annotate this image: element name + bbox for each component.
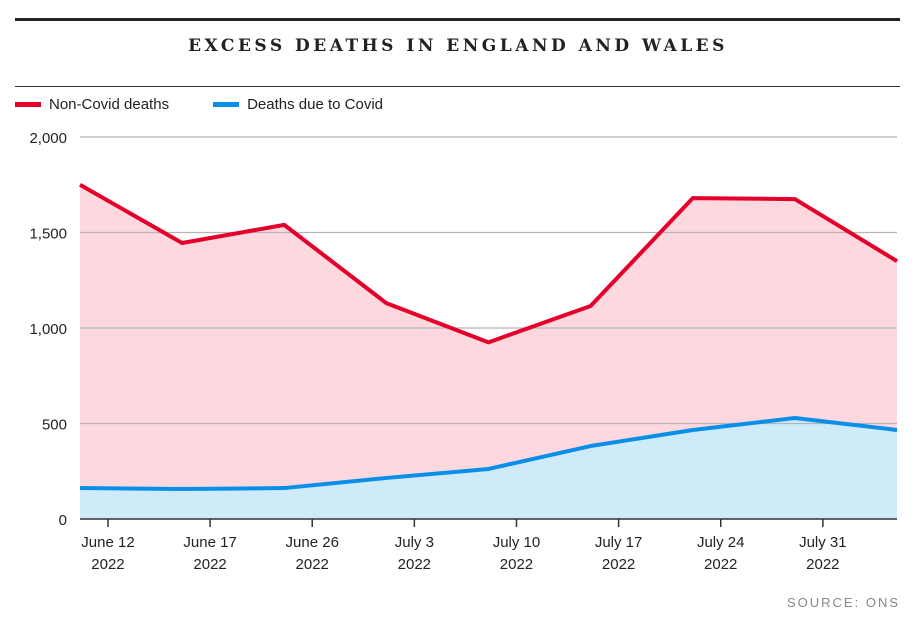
legend-label: Non-Covid deaths xyxy=(49,96,170,113)
legend: Non-Covid deaths Deaths due to Covid xyxy=(15,96,383,113)
covid-area xyxy=(80,417,897,519)
x-tick-label: July 17 xyxy=(595,534,643,551)
x-tick-label: July 3 xyxy=(395,534,434,551)
legend-label: Deaths due to Covid xyxy=(247,96,383,113)
legend-item-non-covid: Non-Covid deaths xyxy=(15,96,169,113)
x-tick-label: June 17 xyxy=(183,534,236,551)
y-tick-label: 0 xyxy=(59,512,67,529)
y-tick-label: 1,500 xyxy=(29,226,67,243)
y-tick-label: 1,000 xyxy=(29,321,67,338)
y-tick-label: 500 xyxy=(42,417,67,434)
x-tick-label: July 24 xyxy=(697,534,745,551)
x-tick-label: July 10 xyxy=(493,534,541,551)
x-tick-label: 2022 xyxy=(91,556,124,573)
y-tick-label: 2,000 xyxy=(29,130,67,147)
x-tick-label: 2022 xyxy=(602,556,635,573)
x-tick-label: 2022 xyxy=(500,556,533,573)
title-divider xyxy=(15,86,900,87)
legend-item-covid: Deaths due to Covid xyxy=(213,96,383,113)
x-tick-label: June 12 xyxy=(81,534,134,551)
x-tick-label: 2022 xyxy=(296,556,329,573)
x-tick-label: 2022 xyxy=(806,556,839,573)
x-tick-label: 2022 xyxy=(193,556,226,573)
chart-title: EXCESS DEATHS IN ENGLAND AND WALES xyxy=(188,36,728,56)
x-tick-label: June 26 xyxy=(286,534,339,551)
x-tick-label: July 31 xyxy=(799,534,847,551)
top-rule xyxy=(15,18,900,21)
legend-swatch-red xyxy=(15,102,41,107)
x-tick-label: 2022 xyxy=(704,556,737,573)
source-note: SOURCE: ONS xyxy=(786,595,900,610)
legend-swatch-blue xyxy=(213,102,240,107)
x-tick-label: 2022 xyxy=(398,556,431,573)
